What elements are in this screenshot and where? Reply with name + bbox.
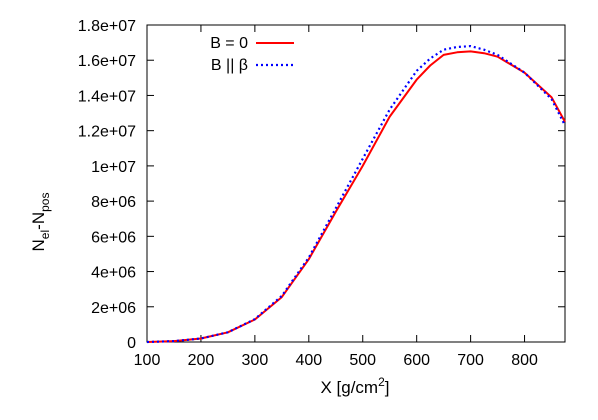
x-tick-label: 800 [511,352,538,369]
tick-labels: 100 200 300 400 500 600 700 800 0 2e+06 4e+06 6e+06… [78,18,538,369]
x-tick-label: 400 [295,352,322,369]
y-tick-label: 1.2e+07 [78,124,136,141]
series-line-0 [146,50,566,343]
x-axis-title: X [g/cm2] [320,375,389,397]
x-tick-label: 100 [134,352,161,369]
y-tick-label: 8e+06 [91,194,136,211]
y-tick-label: 4e+06 [91,265,136,282]
x-tick-label: 700 [457,352,484,369]
y-tick-label: 2e+06 [91,300,136,317]
series-lines [146,44,566,344]
y-tick-label: 1.8e+07 [78,18,136,35]
x-tick-label: 600 [403,352,430,369]
x-tick-label: 500 [349,352,376,369]
y-tick-label: 1e+07 [91,159,136,176]
legend-label-b0: B = 0 [210,35,248,52]
y-tick-label: 0 [127,335,136,352]
legend-label-bbeta: B || β [211,57,248,74]
x-tick-label: 300 [242,352,269,369]
legend: B = 0 B || β [210,35,294,74]
y-tick-label: 6e+06 [91,229,136,246]
y-tick-label: 1.6e+07 [78,53,136,70]
plot-frame [146,24,566,343]
series-line-1 [146,44,566,344]
x-tick-label: 200 [188,352,215,369]
y-tick-label: 1.4e+07 [78,88,136,105]
tick-marks [146,24,565,343]
y-axis-title: Nel-Npos [29,193,52,252]
